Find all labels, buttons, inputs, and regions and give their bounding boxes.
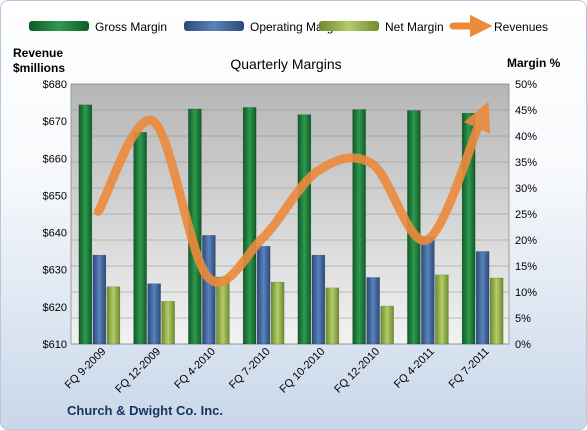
x-tick-label: FQ 4-2010 — [172, 346, 218, 392]
net-margin-bar — [380, 305, 394, 345]
right-tick-label: 20% — [515, 235, 537, 247]
operating-margin-bar — [92, 254, 107, 345]
legend-item-revenues: Revenues — [449, 14, 548, 38]
x-tick-label: FQ 9-2009 — [63, 346, 109, 392]
gross-margin-bar — [78, 104, 93, 345]
net-margin-bar — [325, 287, 340, 345]
legend-swatch-gross-margin — [29, 21, 89, 31]
right-tick-label: 5% — [515, 313, 531, 325]
x-tick-label: FQ 12-2009 — [113, 346, 163, 396]
bars — [78, 104, 504, 345]
left-tick-label: $660 — [43, 153, 67, 165]
legend-label-net-margin: Net Margin — [385, 20, 444, 34]
legend-label-gross-margin: Gross Margin — [95, 20, 167, 34]
gross-margin-bar — [352, 109, 366, 345]
net-margin-bar — [435, 274, 449, 345]
gross-margin-bar — [133, 132, 147, 345]
left-tick-label: $620 — [43, 302, 67, 314]
company-name: Church & Dwight Co. Inc. — [67, 403, 223, 418]
net-margin-bar — [489, 277, 504, 345]
gross-margin-bar — [242, 107, 257, 345]
legend-item-gross-margin: Gross Margin — [29, 20, 167, 34]
right-axis-ticks: 0% 5% 10% 15% 20% 25% 30% 35% 40% 45% 50% — [515, 79, 537, 351]
revenue-line — [93, 101, 491, 287]
operating-margin-bar — [147, 283, 161, 345]
left-axis-title-line2: $millions — [13, 61, 65, 75]
x-tick-label: FQ 4-2011 — [392, 346, 437, 391]
operating-margin-bar — [311, 254, 326, 345]
right-tick-label: 15% — [515, 261, 537, 273]
legend-swatch-operating-margin — [184, 21, 244, 31]
x-axis-ticks: FQ 9-2009 FQ 12-2009 FQ 4-2010 FQ 7-2010 FQ … — [63, 346, 492, 396]
left-tick-label: $640 — [43, 228, 67, 240]
x-tick-label: FQ 7-2010 — [227, 346, 273, 392]
operating-margin-bar — [475, 251, 490, 345]
net-margin-bar — [161, 301, 175, 345]
left-axis-title-line1: Revenue — [13, 46, 63, 60]
left-tick-label: $670 — [43, 116, 67, 128]
left-tick-label: $630 — [43, 265, 67, 277]
legend-label-revenues: Revenues — [494, 20, 548, 34]
net-margin-bar — [216, 276, 230, 345]
right-tick-label: 30% — [515, 183, 537, 195]
operating-margin-bar — [202, 235, 216, 345]
right-tick-label: 10% — [515, 287, 537, 299]
revenue-curve — [93, 101, 491, 287]
left-axis-ticks: $610 $620 $630 $640 $650 $660 $670 $680 — [43, 79, 67, 351]
right-tick-label: 40% — [515, 131, 537, 143]
right-tick-label: 35% — [515, 157, 537, 169]
x-tick-label: FQ 12-2010 — [332, 346, 382, 396]
operating-margin-bar — [421, 236, 435, 345]
net-margin-bar — [106, 286, 121, 345]
legend-item-operating-margin: Operating Margin — [184, 20, 343, 34]
right-tick-label: 0% — [515, 339, 531, 351]
x-tick-label: FQ 7-2011 — [447, 346, 492, 391]
x-tick-label: FQ 10-2010 — [278, 346, 328, 396]
operating-margin-bar — [366, 277, 380, 345]
right-tick-label: 45% — [515, 105, 537, 117]
operating-margin-bar — [256, 245, 271, 345]
legend-swatch-net-margin — [319, 21, 379, 31]
left-tick-label: $680 — [43, 79, 67, 91]
legend-item-net-margin: Net Margin — [319, 20, 444, 34]
right-tick-label: 25% — [515, 209, 537, 221]
right-axis-title: Margin % — [507, 56, 561, 70]
left-tick-label: $650 — [43, 190, 67, 202]
gross-margin-bar — [297, 114, 312, 345]
right-tick-label: 50% — [515, 79, 537, 91]
net-margin-bar — [270, 281, 285, 345]
chart-title: Quarterly Margins — [230, 56, 341, 72]
left-tick-label: $610 — [43, 339, 67, 351]
legend: Gross Margin Operating Margin Net Margin… — [29, 14, 548, 38]
